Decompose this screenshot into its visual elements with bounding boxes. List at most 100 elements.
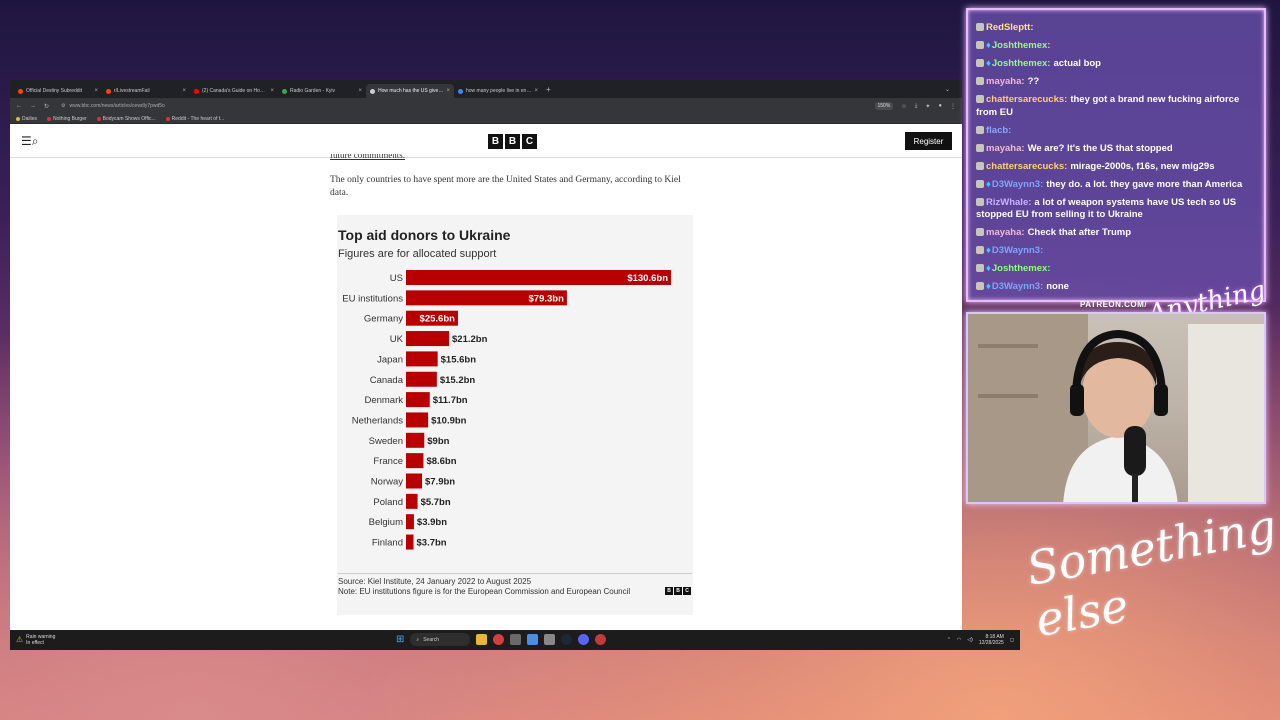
- discord-icon[interactable]: [578, 634, 590, 645]
- star-icon[interactable]: ☆: [901, 103, 907, 110]
- file-explorer-icon[interactable]: [476, 634, 488, 645]
- extensions-icon[interactable]: ✦: [925, 103, 931, 110]
- steam-icon[interactable]: [561, 634, 573, 645]
- notification-icon[interactable]: ◻: [1009, 637, 1014, 643]
- article-link[interactable]: future commitments.: [330, 154, 405, 160]
- chat-username: Joshthemex:: [991, 40, 1051, 51]
- browser-tab[interactable]: Radio Garden - Kyiv ×: [278, 84, 366, 98]
- menu-dots-icon[interactable]: ⋮: [950, 103, 956, 110]
- tab-favicon: [458, 88, 463, 94]
- weather-warning-icon: ⚠: [16, 635, 24, 644]
- browser-app-icon[interactable]: [493, 634, 505, 645]
- chat-message: RedSleptt:: [976, 22, 1256, 35]
- chat-message: mayaha: We are? It's the US that stopped: [976, 143, 1256, 156]
- bar-chart: US $130.6bn EU institutions $79.3bn Germany $…: [342, 270, 671, 550]
- chart-note-text: Note: EU institutions figure is for the …: [338, 587, 631, 596]
- bar-value-label: $7.9bn: [425, 477, 455, 488]
- browser-tab[interactable]: how many people live in englan ×: [454, 84, 542, 98]
- bar-category-label: Sweden: [369, 436, 403, 447]
- chat-message: mayaha:??: [976, 76, 1256, 89]
- close-tab-icon[interactable]: ×: [182, 88, 186, 94]
- bar: [406, 412, 429, 428]
- bar-value-label: $8.6bn: [426, 456, 456, 467]
- app-icon[interactable]: [544, 634, 556, 645]
- chat-message: ♦Joshthemex:: [976, 263, 1256, 276]
- windows-start-icon[interactable]: ⊞: [396, 634, 405, 645]
- menu-search-icon[interactable]: ☰⌕: [21, 134, 39, 148]
- bar-category-label: Canada: [370, 375, 404, 386]
- sub-badge-icon: [976, 246, 984, 254]
- sub-badge-icon: [976, 59, 984, 67]
- tab-label: How much has the US given to: [378, 88, 444, 94]
- site-info-icon[interactable]: ⚙: [61, 103, 66, 109]
- close-tab-icon[interactable]: ×: [94, 88, 98, 94]
- bookmark-item[interactable]: Nothing Burger: [47, 116, 87, 122]
- browser-tab[interactable]: How much has the US given to ×: [366, 84, 454, 98]
- bar: [406, 534, 414, 550]
- bar-value-label: $15.2bn: [440, 375, 476, 386]
- bar-category-label: Finland: [372, 538, 403, 549]
- patreon-text: PATREON.COM/: [1080, 300, 1148, 309]
- webcam-feed: [966, 312, 1266, 504]
- app-icon[interactable]: [595, 634, 607, 645]
- clock[interactable]: 8:18 AM 12/28/2025: [979, 634, 1004, 646]
- close-tab-icon[interactable]: ×: [270, 88, 274, 94]
- bar: [406, 432, 425, 448]
- register-button[interactable]: Register: [905, 132, 952, 150]
- bbc-logo[interactable]: B B C: [488, 134, 537, 149]
- profile-icon[interactable]: ●: [938, 103, 942, 109]
- bookmark-item[interactable]: Dailies: [16, 116, 37, 122]
- chat-username: mayaha:: [986, 76, 1025, 87]
- bookmark-item[interactable]: Reddit - The heart of t...: [165, 116, 224, 122]
- tab-strip: Official Destiny Subreddit × r/LivestreamF…: [10, 80, 962, 98]
- browser-tab[interactable]: (2) Canada's Guide on How No ×: [190, 84, 278, 98]
- chat-username: mayaha:: [986, 227, 1025, 238]
- chat-username: chattersarecucks:: [986, 160, 1068, 172]
- taskbar-search-label: Search: [423, 636, 440, 643]
- sub-badge-icon: [976, 143, 984, 152]
- volume-icon[interactable]: ◁): [967, 637, 973, 643]
- address-bar[interactable]: ⚙ www.bbc.com/news/articles/cewdly7pwd5o: [57, 101, 657, 112]
- app-icon[interactable]: [510, 634, 522, 645]
- browser-tab[interactable]: Official Destiny Subreddit ×: [14, 84, 102, 98]
- chat-message: ♦D3Waynn3: they do. a lot. they gave more…: [976, 179, 1256, 192]
- close-tab-icon[interactable]: ×: [446, 88, 450, 94]
- weather-widget[interactable]: ⚠ Rain warning In effect: [10, 634, 70, 646]
- chevron-up-icon[interactable]: ⌃: [946, 637, 951, 643]
- chat-message: mayaha: Check that after Trump: [976, 227, 1256, 240]
- chat-text: they got a brand new fucking airforce fr…: [976, 94, 1240, 118]
- browser-tab[interactable]: r/LivestreamFail ×: [102, 84, 190, 98]
- sub-badge-icon: [976, 228, 984, 236]
- bookmark-label: Nothing Burger: [53, 115, 87, 122]
- wifi-icon[interactable]: ◠: [956, 637, 962, 643]
- chat-username: chattersarecucks:: [986, 94, 1068, 105]
- back-icon[interactable]: ←: [16, 103, 22, 109]
- bar-value-label: $9bn: [427, 436, 449, 447]
- close-tab-icon[interactable]: ×: [358, 88, 362, 94]
- download-icon[interactable]: ⤓: [914, 102, 918, 109]
- app-icon[interactable]: [527, 634, 539, 645]
- bar-category-label: France: [373, 456, 403, 467]
- bbc-logo-letter: B: [674, 587, 682, 595]
- tab-search-icon[interactable]: ⌄: [944, 86, 950, 93]
- chart-subtitle: Figures are for allocated support: [338, 248, 497, 260]
- bar-category-label: EU institutions: [342, 293, 403, 304]
- sub-badge-icon: [976, 179, 984, 188]
- bar-value-label: $15.6bn: [441, 354, 477, 365]
- zoom-badge[interactable]: 150%: [874, 102, 894, 110]
- forward-icon[interactable]: →: [30, 103, 36, 109]
- stream-chat-overlay: RedSleptt: ♦Joshthemex: ♦Joshthemex: actual…: [966, 8, 1266, 302]
- bookmark-item[interactable]: Bodycam Shows Offic...: [96, 116, 156, 122]
- clock-time: 8:18 AM: [985, 634, 1004, 640]
- reload-icon[interactable]: ↻: [44, 103, 50, 110]
- chat-username: D3Waynn3:: [991, 178, 1044, 190]
- new-tab-icon[interactable]: +: [546, 84, 551, 94]
- bar-value-label: $3.9bn: [417, 517, 447, 528]
- close-tab-icon[interactable]: ×: [534, 88, 538, 94]
- microphone: [1124, 426, 1146, 476]
- gem-badge-icon: ♦: [986, 58, 991, 69]
- taskbar-search[interactable]: ⌕ Search: [410, 633, 471, 646]
- tab-favicon: [282, 88, 287, 94]
- bar-value-label: $11.7bn: [433, 395, 468, 406]
- chat-message: ♦D3Waynn3:: [976, 245, 1256, 258]
